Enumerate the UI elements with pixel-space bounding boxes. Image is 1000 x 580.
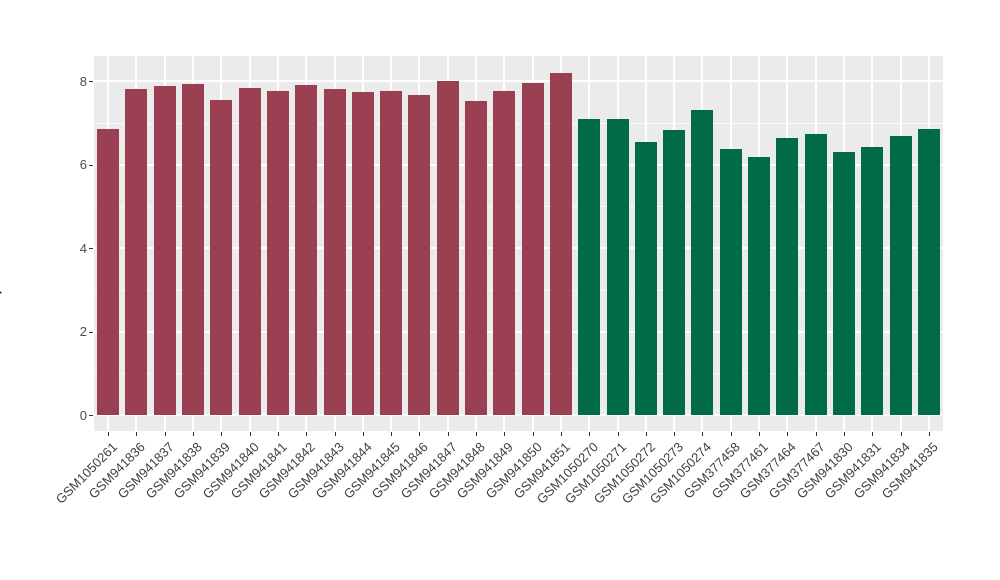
bar-GSM941845 bbox=[380, 90, 403, 415]
minor-gridline bbox=[94, 206, 943, 208]
bar-GSM1050274 bbox=[691, 109, 714, 415]
bar-GSM941840 bbox=[238, 87, 261, 415]
x-tick-mark bbox=[815, 432, 817, 436]
y-tick-mark bbox=[89, 415, 93, 416]
bar-GSM941839 bbox=[210, 99, 233, 415]
bar-GSM941842 bbox=[295, 84, 318, 415]
x-tick-mark bbox=[504, 432, 506, 436]
bar-GSM1050273 bbox=[663, 129, 686, 415]
x-tick-mark bbox=[447, 432, 449, 436]
y-tick-label: 0 bbox=[79, 407, 87, 423]
x-tick-mark bbox=[674, 432, 676, 436]
bar-GSM941851 bbox=[549, 73, 572, 415]
y-tick-mark bbox=[89, 81, 93, 82]
bar-GSM941841 bbox=[266, 90, 289, 415]
x-tick-mark bbox=[872, 432, 874, 436]
x-tick-mark bbox=[108, 432, 110, 436]
y-tick-mark bbox=[89, 164, 93, 166]
x-tick-mark bbox=[362, 432, 364, 436]
y-axis-title: Expression Level bbox=[0, 167, 3, 327]
bar-GSM941844 bbox=[351, 91, 374, 415]
minor-gridline bbox=[94, 373, 943, 375]
bar-GSM941843 bbox=[323, 89, 346, 415]
x-tick-mark bbox=[787, 432, 789, 436]
bar-GSM1050271 bbox=[606, 119, 629, 415]
bar-GSM941850 bbox=[521, 82, 544, 415]
bar-GSM377458 bbox=[719, 149, 742, 415]
x-tick-mark bbox=[730, 432, 732, 436]
major-gridline bbox=[94, 80, 943, 82]
bar-GSM377461 bbox=[748, 156, 771, 415]
x-tick-mark bbox=[843, 432, 845, 436]
x-tick-mark bbox=[334, 432, 336, 436]
x-tick-mark bbox=[560, 432, 562, 436]
plot-panel bbox=[94, 56, 943, 431]
x-tick-mark bbox=[136, 432, 138, 436]
y-tick-label: 2 bbox=[79, 324, 87, 339]
x-tick-mark bbox=[589, 432, 591, 436]
bar-GSM377464 bbox=[776, 138, 799, 415]
x-tick-mark bbox=[164, 432, 166, 436]
bar-GSM941836 bbox=[125, 89, 148, 415]
x-tick-mark bbox=[221, 432, 223, 436]
bar-GSM941835 bbox=[917, 129, 940, 415]
major-gridline bbox=[94, 414, 943, 416]
bar-GSM941838 bbox=[182, 83, 205, 415]
bar-GSM941849 bbox=[493, 91, 516, 415]
x-tick-mark bbox=[759, 432, 761, 436]
x-tick-mark bbox=[277, 432, 279, 436]
y-tick-label: 4 bbox=[79, 240, 87, 256]
x-tick-mark bbox=[419, 432, 421, 436]
bar-GSM941837 bbox=[153, 86, 176, 415]
bar-GSM941834 bbox=[889, 136, 912, 415]
minor-gridline bbox=[94, 289, 943, 291]
bar-GSM941846 bbox=[408, 95, 431, 415]
bar-GSM1050261 bbox=[97, 129, 120, 415]
bar-GSM1050270 bbox=[578, 119, 601, 415]
major-gridline bbox=[94, 247, 943, 249]
bar-GSM941831 bbox=[861, 147, 884, 415]
bar-GSM941848 bbox=[465, 101, 488, 415]
major-gridline bbox=[94, 330, 943, 333]
major-gridline bbox=[94, 163, 943, 166]
y-tick-label: 6 bbox=[79, 157, 87, 172]
y-tick-mark bbox=[89, 248, 93, 249]
x-tick-mark bbox=[476, 432, 478, 436]
x-tick-mark bbox=[645, 432, 647, 436]
bar-GSM1050272 bbox=[634, 142, 657, 415]
x-tick-mark bbox=[249, 432, 251, 436]
x-tick-mark bbox=[617, 432, 619, 436]
bar-GSM941847 bbox=[436, 81, 459, 415]
x-tick-mark bbox=[532, 432, 534, 436]
x-tick-mark bbox=[928, 432, 930, 436]
x-tick-mark bbox=[702, 432, 704, 436]
y-tick-label: 8 bbox=[79, 73, 87, 89]
y-tick-mark bbox=[89, 331, 93, 333]
x-tick-mark bbox=[900, 432, 902, 436]
x-tick-mark bbox=[306, 432, 308, 436]
x-tick-mark bbox=[193, 432, 195, 436]
bar-GSM377467 bbox=[804, 134, 827, 415]
bar-GSM941830 bbox=[832, 152, 855, 415]
minor-gridline bbox=[94, 122, 943, 124]
x-tick-mark bbox=[391, 432, 393, 436]
